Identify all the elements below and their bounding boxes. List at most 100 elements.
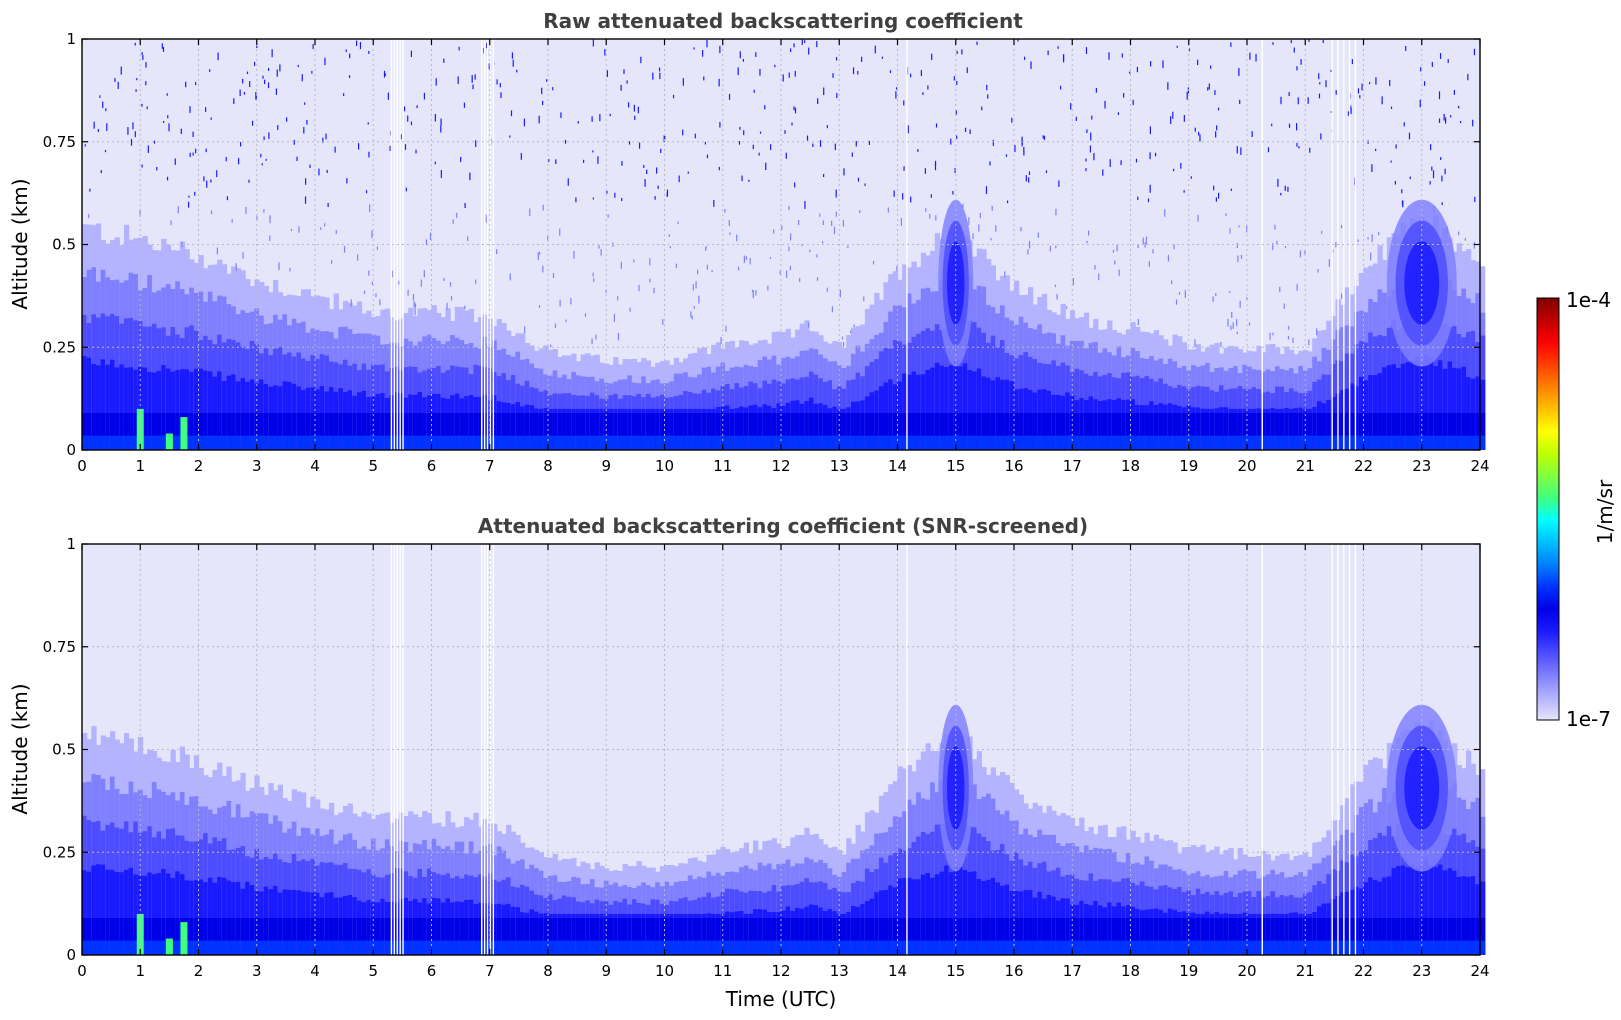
heatmap-cell bbox=[1014, 918, 1020, 955]
noise-speck bbox=[790, 233, 792, 241]
noise-speck bbox=[460, 156, 462, 163]
noise-speck bbox=[529, 208, 531, 217]
heatmap-column bbox=[981, 767, 987, 955]
heatmap-cell bbox=[543, 413, 549, 450]
heatmap-column bbox=[1284, 853, 1290, 955]
heatmap-column bbox=[1223, 849, 1229, 955]
noise-speck bbox=[203, 176, 205, 182]
heatmap-cell bbox=[659, 435, 666, 450]
noise-speck bbox=[371, 281, 373, 285]
heatmap-cell bbox=[1121, 435, 1127, 450]
heatmap-cell bbox=[398, 918, 405, 955]
noise-speck bbox=[857, 70, 859, 75]
heatmap-column bbox=[650, 867, 656, 955]
heatmap-cell bbox=[105, 413, 111, 450]
noise-speck bbox=[1060, 85, 1062, 90]
noise-speck bbox=[621, 161, 623, 166]
heatmap-cell bbox=[995, 435, 1001, 450]
heatmap-column bbox=[1037, 805, 1043, 955]
heatmap-cell bbox=[869, 918, 875, 955]
noise-speck bbox=[1005, 154, 1008, 157]
heatmap-column bbox=[1191, 844, 1197, 955]
heatmap-cell bbox=[370, 940, 377, 955]
heatmap-cell bbox=[855, 918, 861, 955]
heatmap-cell bbox=[972, 918, 978, 955]
heatmap-cell bbox=[967, 872, 973, 955]
noise-speck bbox=[987, 94, 989, 99]
noise-speck bbox=[889, 70, 892, 74]
heatmap-column bbox=[319, 296, 325, 450]
heatmap-cell bbox=[1312, 435, 1318, 450]
noise-speck bbox=[1137, 196, 1139, 200]
noise-speck bbox=[1145, 238, 1147, 245]
noise-speck bbox=[256, 216, 258, 221]
noise-speck bbox=[663, 135, 665, 143]
heatmap-cell bbox=[762, 918, 768, 955]
heatmap-column bbox=[888, 784, 894, 955]
noise-speck bbox=[471, 75, 473, 83]
heatmap-cell bbox=[701, 435, 708, 450]
noise-speck bbox=[435, 78, 437, 86]
heatmap-cell bbox=[706, 435, 712, 450]
heatmap-column bbox=[897, 279, 903, 450]
heatmap-cell bbox=[1419, 362, 1425, 450]
heatmap-cell bbox=[687, 413, 694, 450]
heatmap-cell bbox=[1139, 918, 1146, 955]
heatmap-column bbox=[310, 296, 316, 450]
heatmap-cell bbox=[231, 413, 237, 450]
heatmap-cell bbox=[925, 940, 931, 955]
noise-speck bbox=[737, 67, 739, 76]
heatmap-cell bbox=[678, 413, 684, 450]
heatmap-cell bbox=[972, 435, 978, 450]
heatmap-cell bbox=[417, 435, 423, 450]
noise-speck bbox=[1230, 325, 1232, 330]
heatmap-cell bbox=[967, 435, 973, 450]
heatmap-cell bbox=[245, 413, 251, 450]
noise-speck bbox=[1055, 208, 1057, 216]
heatmap-cell bbox=[1358, 940, 1365, 955]
noise-speck bbox=[268, 132, 270, 139]
heatmap-column bbox=[193, 755, 200, 955]
heatmap-cell bbox=[1214, 413, 1220, 450]
x-tick-label: 14 bbox=[888, 457, 907, 475]
heatmap-column bbox=[249, 285, 256, 450]
heatmap-column bbox=[874, 812, 880, 955]
heatmap-column bbox=[617, 870, 624, 955]
heatmap-column bbox=[1195, 847, 1201, 955]
heatmap-cell bbox=[496, 413, 502, 450]
heatmap-column bbox=[785, 328, 791, 450]
heatmap-cell bbox=[855, 413, 861, 450]
panel-title: Attenuated backscattering coefficient (S… bbox=[478, 514, 1088, 538]
heatmap-cell bbox=[1326, 940, 1332, 955]
heatmap-cell bbox=[1424, 435, 1430, 450]
data-gap bbox=[481, 39, 483, 450]
heatmap-column bbox=[170, 250, 176, 450]
noise-speck bbox=[807, 322, 810, 328]
heatmap-cell bbox=[221, 918, 228, 955]
noise-speck bbox=[831, 220, 833, 227]
noise-speck bbox=[195, 82, 197, 86]
heatmap-column bbox=[892, 781, 899, 955]
noise-speck bbox=[1231, 311, 1233, 318]
heatmap-cell bbox=[1116, 940, 1122, 955]
noise-speck bbox=[301, 74, 303, 82]
heatmap-cell bbox=[468, 435, 475, 450]
heatmap-cell bbox=[706, 940, 712, 955]
noise-speck bbox=[694, 133, 696, 139]
noise-speck bbox=[102, 101, 104, 109]
heatmap-cell bbox=[1041, 413, 1048, 450]
heatmap-cell bbox=[855, 940, 861, 955]
heatmap-cell bbox=[1316, 918, 1323, 955]
heatmap-cell bbox=[342, 940, 349, 955]
heatmap-cell bbox=[1382, 940, 1388, 955]
noise-speck bbox=[1004, 271, 1006, 278]
heatmap-cell bbox=[151, 874, 158, 955]
heatmap-cell bbox=[655, 413, 661, 450]
noise-speck bbox=[1129, 71, 1131, 74]
heatmap-cell bbox=[1000, 940, 1006, 955]
noise-speck bbox=[1330, 110, 1332, 114]
noise-speck bbox=[759, 68, 761, 76]
heatmap-cell bbox=[133, 918, 139, 955]
heatmap-cell bbox=[142, 367, 148, 450]
noise-speck bbox=[1176, 45, 1178, 48]
